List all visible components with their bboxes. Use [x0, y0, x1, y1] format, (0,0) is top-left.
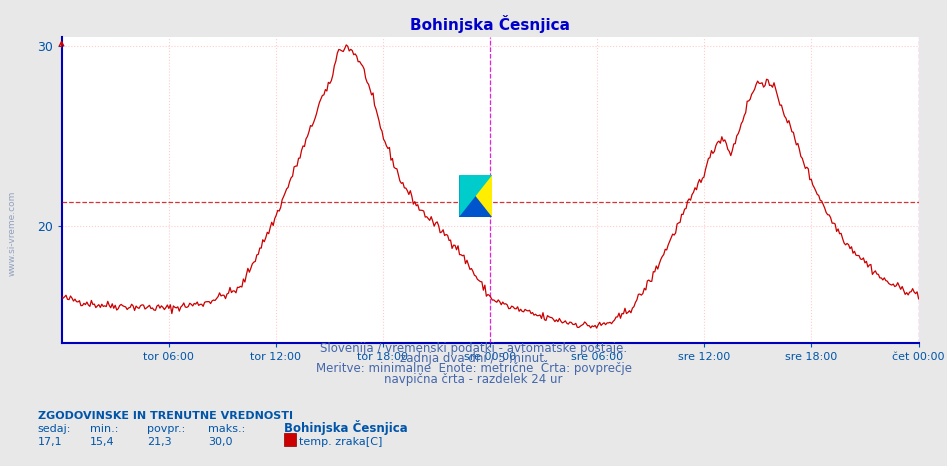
- Text: min.:: min.:: [90, 425, 118, 434]
- Text: 21,3: 21,3: [147, 437, 171, 446]
- Text: Meritve: minimalne  Enote: metrične  Črta: povprečje: Meritve: minimalne Enote: metrične Črta:…: [315, 360, 632, 375]
- Text: sedaj:: sedaj:: [38, 425, 71, 434]
- Title: Bohinjska Česnjica: Bohinjska Česnjica: [410, 15, 570, 34]
- Text: navpična črta - razdelek 24 ur: navpična črta - razdelek 24 ur: [384, 373, 563, 385]
- Text: Bohinjska Česnjica: Bohinjska Česnjica: [284, 420, 408, 435]
- Text: 17,1: 17,1: [38, 437, 63, 446]
- Text: Slovenija / vremenski podatki - avtomatske postaje.: Slovenija / vremenski podatki - avtomats…: [320, 342, 627, 355]
- Polygon shape: [459, 175, 492, 217]
- Text: 30,0: 30,0: [208, 437, 233, 446]
- Polygon shape: [459, 175, 492, 217]
- Text: povpr.:: povpr.:: [147, 425, 185, 434]
- Text: 15,4: 15,4: [90, 437, 115, 446]
- Text: temp. zraka[C]: temp. zraka[C]: [299, 437, 383, 446]
- Text: maks.:: maks.:: [208, 425, 245, 434]
- Text: www.si-vreme.com: www.si-vreme.com: [8, 190, 17, 276]
- Text: ZGODOVINSKE IN TRENUTNE VREDNOSTI: ZGODOVINSKE IN TRENUTNE VREDNOSTI: [38, 411, 293, 421]
- Text: zadnja dva dni / 5 minut.: zadnja dva dni / 5 minut.: [400, 352, 547, 365]
